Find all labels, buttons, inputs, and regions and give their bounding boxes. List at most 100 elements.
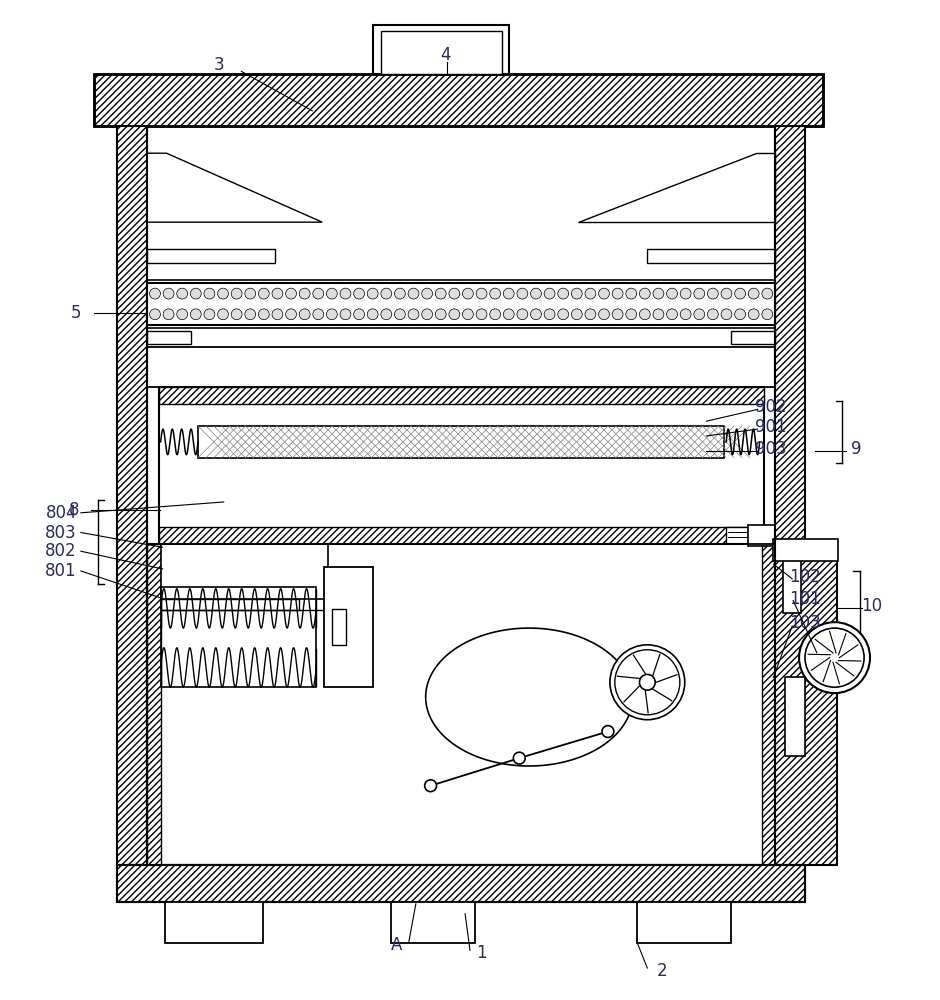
Circle shape	[149, 288, 161, 299]
Bar	[382, 31, 502, 74]
Circle shape	[735, 288, 745, 299]
Circle shape	[272, 309, 283, 320]
Circle shape	[231, 309, 242, 320]
Circle shape	[326, 309, 337, 320]
Circle shape	[408, 288, 419, 299]
Circle shape	[368, 309, 378, 320]
Circle shape	[513, 752, 525, 764]
Text: 3: 3	[213, 56, 224, 74]
Circle shape	[422, 309, 432, 320]
Circle shape	[191, 309, 201, 320]
Circle shape	[299, 288, 310, 299]
Text: 803: 803	[45, 524, 77, 542]
Circle shape	[258, 288, 269, 299]
Circle shape	[610, 645, 684, 720]
Circle shape	[490, 309, 501, 320]
Circle shape	[477, 309, 487, 320]
Circle shape	[557, 309, 569, 320]
Circle shape	[544, 309, 555, 320]
Circle shape	[585, 309, 596, 320]
Circle shape	[799, 622, 870, 693]
Circle shape	[735, 309, 745, 320]
Polygon shape	[578, 153, 776, 222]
Text: 2: 2	[657, 962, 667, 980]
Text: 801: 801	[45, 562, 77, 580]
Circle shape	[557, 288, 569, 299]
Circle shape	[653, 309, 664, 320]
Circle shape	[340, 309, 351, 320]
Bar	[159, 527, 763, 544]
Bar	[159, 387, 763, 544]
Circle shape	[681, 309, 691, 320]
Circle shape	[177, 309, 188, 320]
Text: 103: 103	[789, 614, 821, 632]
Circle shape	[164, 309, 174, 320]
Circle shape	[517, 288, 527, 299]
Circle shape	[762, 309, 773, 320]
Circle shape	[599, 288, 609, 299]
Circle shape	[530, 309, 541, 320]
Polygon shape	[147, 153, 322, 222]
Text: 901: 901	[755, 418, 786, 436]
Text: 10: 10	[861, 597, 883, 615]
Circle shape	[748, 288, 760, 299]
Circle shape	[395, 288, 405, 299]
Bar	[637, 902, 731, 943]
Circle shape	[164, 288, 174, 299]
Circle shape	[666, 288, 678, 299]
Text: 4: 4	[440, 46, 450, 64]
Circle shape	[299, 309, 310, 320]
Circle shape	[326, 288, 337, 299]
Bar	[731, 331, 776, 344]
Bar	[118, 865, 805, 902]
Circle shape	[395, 309, 405, 320]
Bar	[727, 527, 754, 581]
Circle shape	[612, 309, 623, 320]
Circle shape	[462, 288, 474, 299]
Bar	[147, 544, 161, 865]
Bar	[373, 25, 509, 74]
Bar	[324, 567, 373, 687]
Text: 102: 102	[789, 568, 821, 586]
Circle shape	[149, 309, 161, 320]
Circle shape	[381, 288, 392, 299]
Circle shape	[748, 309, 760, 320]
Bar	[161, 599, 299, 610]
Circle shape	[585, 288, 596, 299]
Bar	[147, 283, 775, 325]
Circle shape	[544, 288, 555, 299]
Bar	[147, 544, 775, 865]
Circle shape	[615, 650, 680, 715]
Text: 1: 1	[477, 944, 487, 962]
Circle shape	[530, 288, 541, 299]
Bar	[748, 525, 775, 546]
Circle shape	[503, 309, 514, 320]
Circle shape	[286, 309, 296, 320]
Circle shape	[449, 288, 460, 299]
Text: 101: 101	[789, 590, 821, 608]
Bar	[785, 677, 805, 756]
Circle shape	[681, 288, 691, 299]
Text: 804: 804	[45, 504, 77, 522]
Bar	[118, 865, 805, 902]
Circle shape	[462, 309, 474, 320]
Circle shape	[435, 288, 446, 299]
Bar	[776, 544, 837, 865]
Circle shape	[368, 288, 378, 299]
Bar	[776, 126, 805, 865]
Circle shape	[517, 309, 527, 320]
Bar	[198, 426, 724, 458]
Circle shape	[572, 288, 582, 299]
Circle shape	[612, 288, 623, 299]
Circle shape	[353, 309, 365, 320]
Circle shape	[244, 288, 256, 299]
Circle shape	[694, 288, 705, 299]
Bar	[774, 539, 838, 561]
Bar	[159, 387, 763, 404]
Circle shape	[666, 309, 678, 320]
Circle shape	[286, 288, 296, 299]
Circle shape	[721, 309, 732, 320]
Circle shape	[244, 309, 256, 320]
Bar	[648, 249, 776, 263]
Circle shape	[313, 309, 323, 320]
